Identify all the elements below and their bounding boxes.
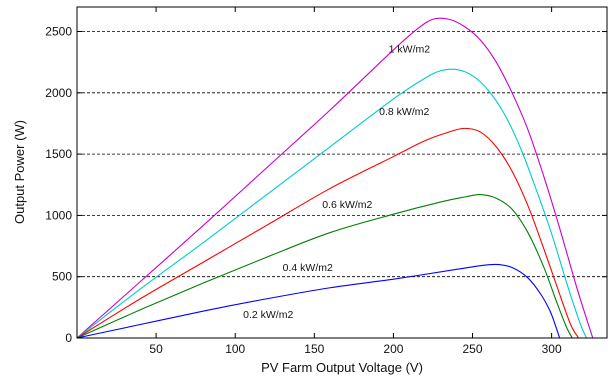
y-axis-label: Output Power (W) — [12, 120, 27, 224]
axis-ticks: 0 500 1000 1500 2000 2500 50 100 150 200 250 300 — [45, 7, 607, 356]
x-tick-label: 100 — [225, 342, 245, 356]
x-axis-label: PV Farm Output Voltage (V) — [261, 360, 423, 375]
y-tick-label: 0 — [65, 331, 72, 345]
x-tick-label: 250 — [463, 342, 483, 356]
plot-frame — [76, 6, 608, 339]
series-line-2 — [76, 127, 579, 339]
y-tick-label: 2000 — [45, 86, 72, 100]
curve-label-4: 0.2 kW/m2 — [243, 309, 293, 321]
y-tick-label: 1500 — [45, 147, 72, 161]
x-tick-label: 150 — [304, 342, 324, 356]
series-layer — [76, 17, 594, 339]
grid-lines — [77, 31, 607, 278]
curve-label-2: 0.6 kW/m2 — [322, 199, 372, 211]
curve-labels: 1 kW/m2 0.8 kW/m2 0.6 kW/m2 0.4 kW/m2 0.2 kW… — [243, 43, 430, 320]
series-line-4 — [76, 263, 561, 339]
series-line-1 — [76, 68, 587, 339]
y-tick-label: 2500 — [45, 25, 72, 39]
curve-label-1: 0.8 kW/m2 — [379, 106, 429, 118]
x-tick-label: 200 — [383, 342, 403, 356]
series-line-3 — [76, 194, 573, 339]
curve-label-3: 0.4 kW/m2 — [283, 262, 333, 274]
y-tick-label: 1000 — [45, 208, 72, 222]
curve-label-0: 1 kW/m2 — [389, 43, 431, 55]
series-line-0 — [76, 17, 594, 339]
x-tick-label: 300 — [542, 342, 562, 356]
x-tick-label: 50 — [149, 342, 163, 356]
y-tick-label: 500 — [52, 270, 72, 284]
plot-background — [77, 7, 607, 338]
